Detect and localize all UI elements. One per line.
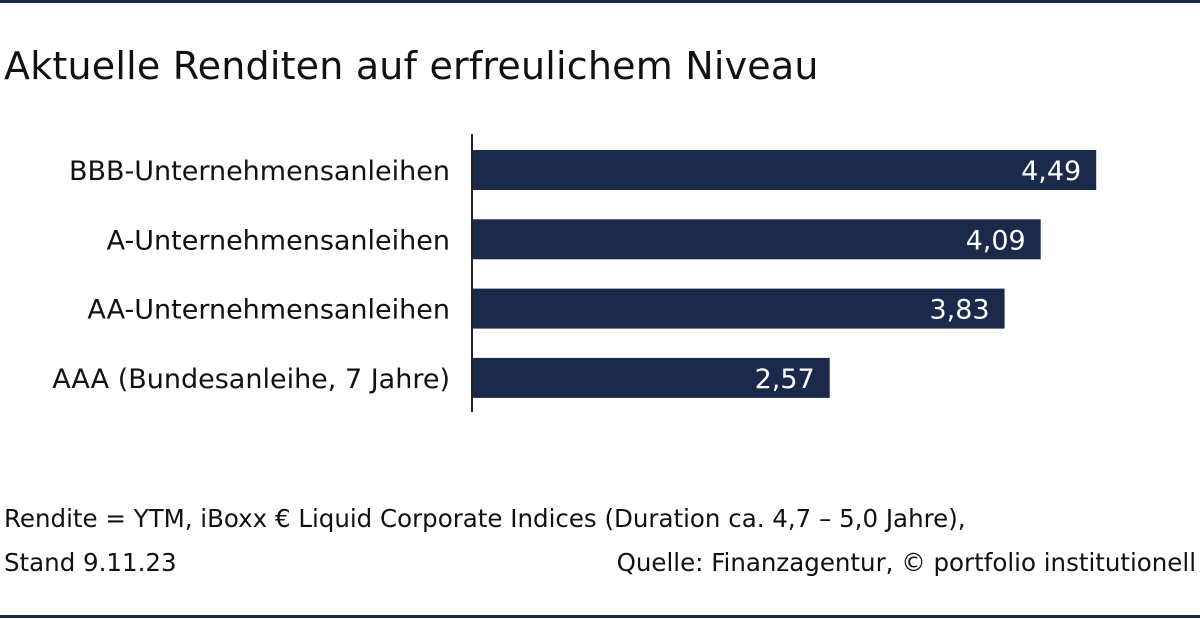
data-label: 4,09 — [966, 225, 1026, 256]
footer-note: Rendite = YTM, iBoxx € Liquid Corporate … — [4, 504, 966, 533]
bar — [473, 150, 1097, 190]
data-label: 3,83 — [929, 295, 989, 326]
category-label: A-Unternehmensanleihen — [107, 225, 450, 256]
bar-chart: BBB-Unternehmensanleihen 4,49 A-Unternehme… — [52, 134, 1097, 412]
data-label: 2,57 — [755, 364, 815, 395]
category-label: AAA (Bundesanleihe, 7 Jahre) — [52, 364, 450, 395]
bottom-rule — [0, 615, 1200, 618]
chart-title: Aktuelle Renditen auf erfreulichem Nivea… — [4, 44, 819, 88]
category-label: AA-Unternehmensanleihen — [87, 295, 450, 326]
footer-date: Stand 9.11.23 — [4, 548, 177, 577]
bar — [473, 357, 830, 398]
data-label: 4,49 — [1021, 156, 1081, 187]
category-label: BBB-Unternehmensanleihen — [69, 156, 450, 187]
bar — [473, 219, 1041, 260]
footer-source: Quelle: Finanzagentur, © portfolio insti… — [616, 548, 1196, 577]
bar — [473, 288, 1005, 329]
top-rule — [0, 0, 1200, 3]
